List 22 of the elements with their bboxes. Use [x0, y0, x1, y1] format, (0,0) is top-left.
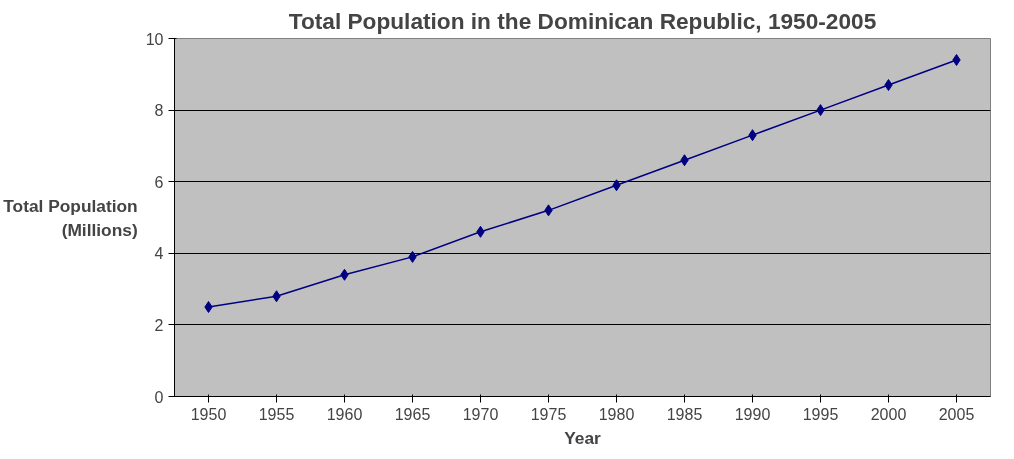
x-tick-label: 1970 — [462, 405, 499, 423]
x-tick-label: 1975 — [530, 405, 567, 423]
x-tick-label: 1990 — [734, 405, 771, 423]
x-tick-label: 1980 — [598, 405, 635, 423]
y-tick-label: 6 — [154, 173, 164, 191]
y-axis-title: Total Population (Millions) — [3, 195, 138, 240]
chart-title: Total Population in the Dominican Republic, 1950-2005 — [288, 7, 877, 34]
y-tick-label: 0 — [154, 388, 164, 406]
x-tick-label: 2005 — [938, 405, 975, 423]
y-tick-label: 10 — [145, 30, 164, 48]
x-tick-label: 2000 — [870, 405, 907, 423]
y-tick-label: 2 — [154, 316, 164, 334]
x-axis-title: Year — [564, 427, 602, 448]
point — [204, 301, 213, 313]
x-tick-label: 1985 — [666, 405, 703, 423]
x-tick-label: 1950 — [190, 405, 227, 423]
x-tick-label: 1995 — [802, 405, 839, 423]
x-tick-label: 1955 — [258, 405, 295, 423]
x-tick-label: 1960 — [326, 405, 363, 423]
y-tick-label: 8 — [154, 102, 164, 120]
y-tick-label: 4 — [154, 245, 164, 263]
x-tick-label: 1965 — [394, 405, 431, 423]
